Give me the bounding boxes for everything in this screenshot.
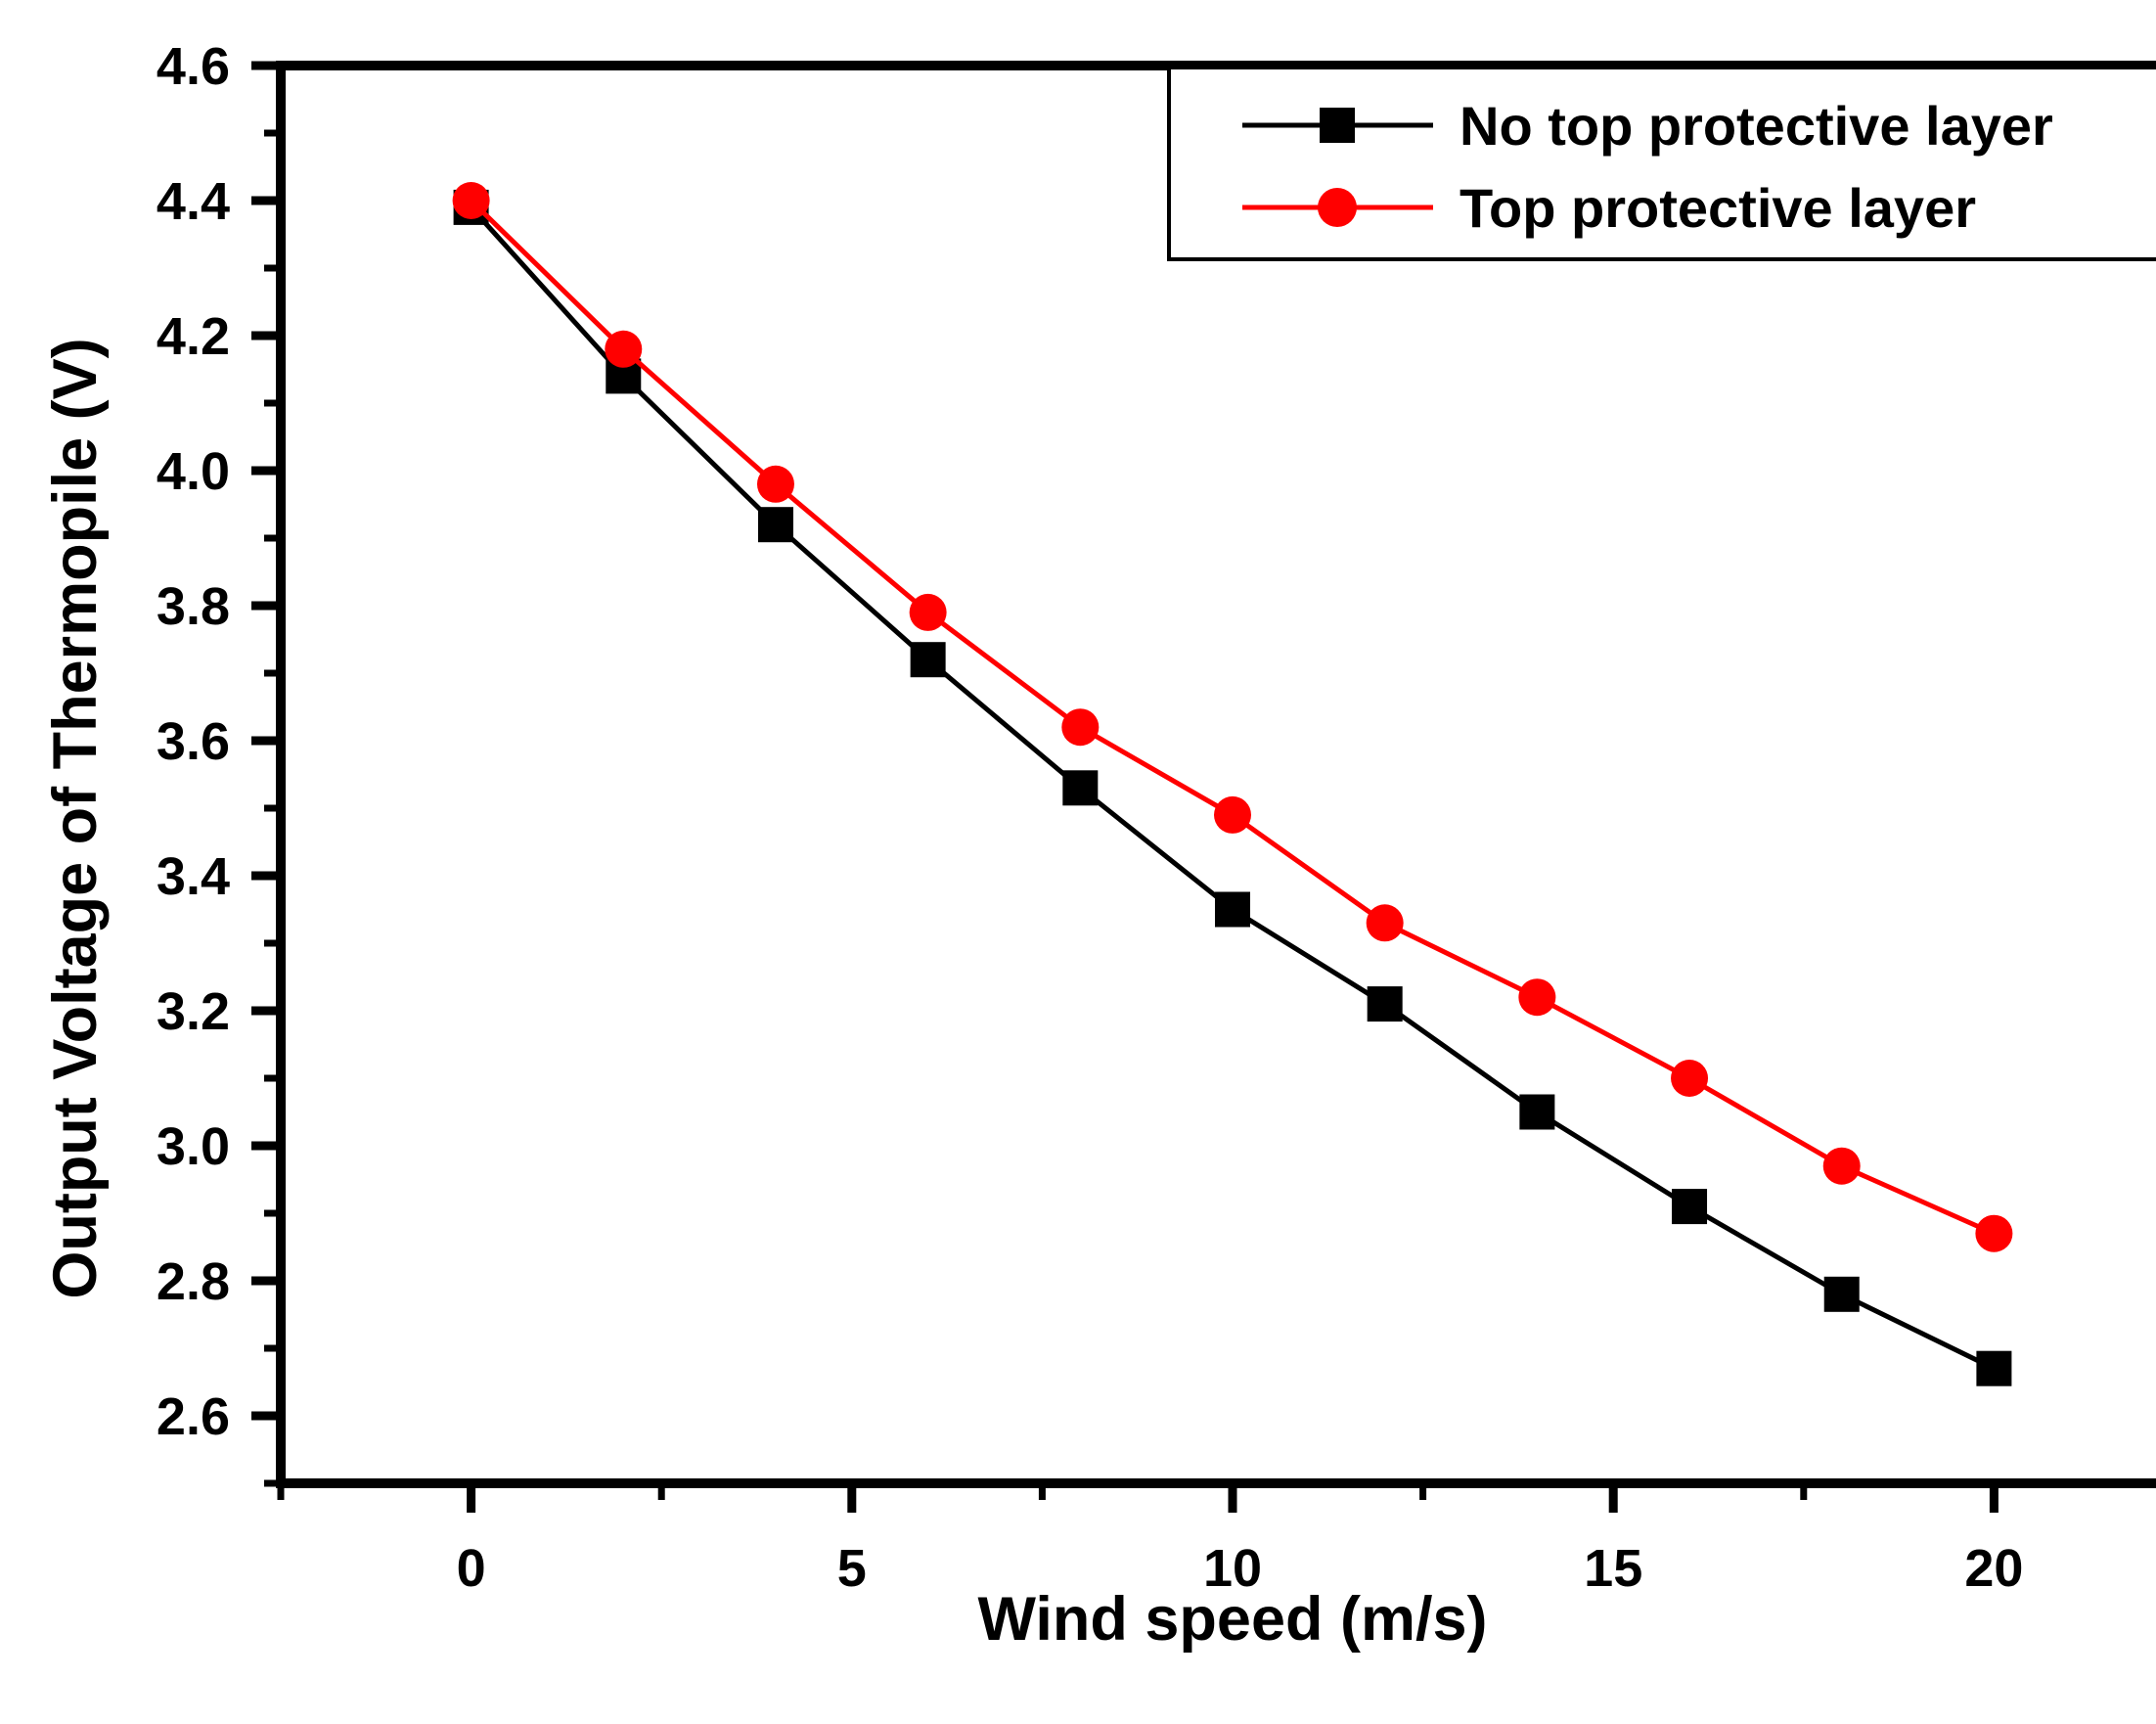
square-marker (1062, 770, 1099, 806)
y-tick-label: 3.0 (157, 1117, 230, 1176)
chart-svg: 0 5 10 15 20 2.6 2.8 3.0 3.2 3.4 3.6 3.8 4.0 4.2 4.4 4.… (39, 16, 2156, 1708)
y-tick-label: 2.8 (157, 1252, 230, 1311)
y-tick-label: 4.4 (157, 172, 230, 231)
x-tick-label: 20 (1964, 1539, 2023, 1598)
legend-entry-label: Top protective layer (1460, 177, 1976, 239)
x-tick-label: 10 (1203, 1539, 1262, 1598)
legend-entry-label: No top protective layer (1460, 95, 2053, 157)
circle-marker (756, 465, 794, 503)
legend-circle-marker-icon (1318, 188, 1357, 227)
circle-marker (909, 593, 947, 631)
circle-marker (1214, 795, 1251, 834)
y-tick-label: 3.6 (157, 712, 230, 771)
circle-marker (605, 330, 643, 368)
square-marker (1672, 1189, 1708, 1225)
circle-marker (1671, 1060, 1709, 1097)
y-tick-label: 4.0 (157, 442, 230, 501)
y-tick-label: 3.8 (157, 577, 230, 636)
legend: No top protective layer Top protective la… (1167, 66, 2156, 261)
legend-entry: Top protective layer (1242, 177, 1976, 239)
axis-ticks (251, 61, 1999, 1513)
y-tick-label: 4.2 (157, 307, 230, 366)
circle-marker (1975, 1214, 2013, 1252)
y-tick-label: 3.4 (157, 847, 230, 906)
x-axis-title: Wind speed (m/s) (978, 1585, 1488, 1654)
legend-square-marker-icon (1320, 108, 1355, 143)
square-marker (910, 642, 946, 678)
thermopile-wind-speed-chart: 0 5 10 15 20 2.6 2.8 3.0 3.2 3.4 3.6 3.8 4.0 4.2 4.4 4.… (39, 16, 2156, 1708)
square-marker (1367, 986, 1403, 1022)
legend-entry: No top protective layer (1242, 95, 2053, 157)
square-marker (1976, 1350, 2012, 1386)
y-tick-label: 2.6 (157, 1387, 230, 1446)
y-tick-label: 4.6 (157, 37, 230, 96)
square-marker (1823, 1276, 1860, 1312)
circle-marker (1822, 1147, 1861, 1185)
x-tick-label: 5 (837, 1539, 867, 1598)
square-marker (1519, 1094, 1555, 1130)
x-tick-label: 15 (1584, 1539, 1642, 1598)
series-top-protective-layer (452, 182, 2013, 1252)
square-marker (1215, 891, 1250, 928)
y-axis-title: Output Voltage of Thermopile (V) (41, 338, 110, 1298)
circle-marker (1518, 978, 1556, 1017)
circle-marker (1061, 708, 1100, 747)
square-marker (757, 507, 793, 543)
legend-box (1167, 66, 2156, 261)
circle-marker (1366, 904, 1404, 942)
chart-background (39, 16, 2156, 1708)
x-tick-label: 0 (457, 1539, 486, 1598)
circle-marker (452, 182, 490, 219)
y-tick-label: 3.2 (157, 982, 230, 1041)
